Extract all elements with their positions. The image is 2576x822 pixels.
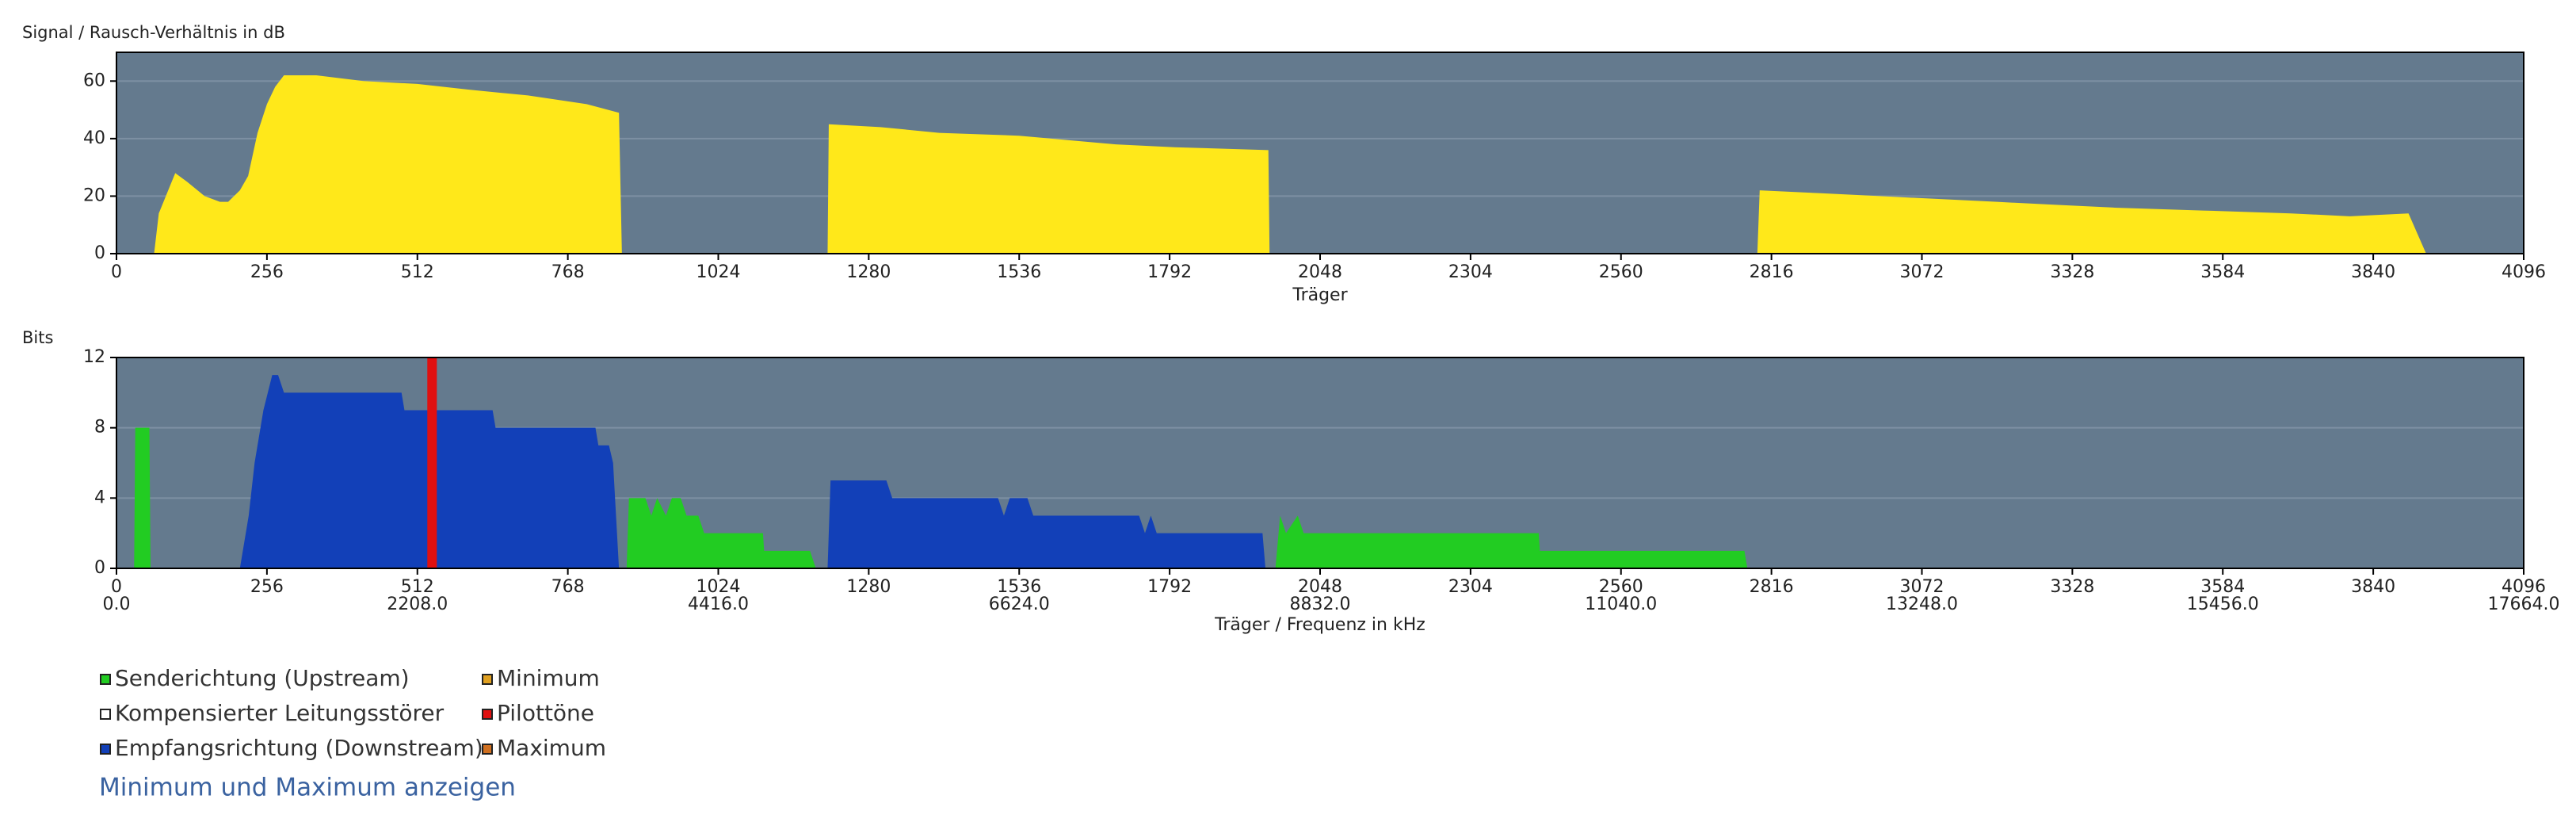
legend-label: Senderichtung (Upstream) — [115, 665, 410, 691]
legend-swatch — [482, 744, 493, 755]
x-tick-label: 1792 — [1147, 262, 1192, 282]
x-tick-label: 2816 — [1750, 577, 1794, 597]
y-tick-label: 4 — [94, 487, 105, 507]
y-tick-label: 0 — [94, 243, 105, 263]
x-tick-label: 768 — [551, 262, 585, 282]
legend-swatch — [100, 744, 111, 755]
legend-label: Maximum — [497, 735, 606, 761]
x-tick-label: 3840 — [2351, 577, 2395, 597]
y-tick-label: 0 — [94, 558, 105, 578]
legend-label: Kompensierter Leitungsstörer — [115, 700, 445, 726]
y-tick-label: 40 — [83, 128, 105, 148]
legend-swatch — [482, 674, 493, 685]
x-tick-label: 2560 — [1599, 262, 1643, 282]
x2-tick-label: 17664.0 — [2488, 595, 2560, 614]
legend-swatch — [100, 709, 111, 720]
area — [239, 375, 1266, 568]
toggle-min-max-link[interactable]: Minimum und Maximum anzeigen — [99, 774, 516, 802]
x-axis-label: Träger — [1292, 285, 1348, 305]
x-tick-label: 1280 — [846, 262, 891, 282]
x-axis-label: Träger / Frequenz in kHz — [1214, 615, 1425, 635]
x2-tick-label: 13248.0 — [1886, 595, 1958, 614]
area — [134, 427, 1748, 568]
x-tick-label: 1536 — [997, 577, 1041, 597]
x-tick-label: 2048 — [1298, 577, 1342, 597]
legend-label: Pilottöne — [497, 700, 594, 726]
x2-tick-label: 4416.0 — [688, 595, 749, 614]
x-tick-label: 256 — [250, 577, 284, 597]
y-tick-label: 60 — [83, 71, 105, 90]
chart-title: Signal / Rausch-Verhältnis in dB — [22, 23, 285, 42]
x-tick-label: 1024 — [696, 577, 741, 597]
x2-tick-label: 6624.0 — [989, 595, 1050, 614]
x2-tick-label: 0.0 — [103, 595, 131, 614]
x-tick-label: 1792 — [1147, 577, 1192, 597]
x-tick-label: 1536 — [997, 262, 1041, 282]
x-tick-label: 512 — [401, 262, 434, 282]
x-tick-label: 1024 — [696, 262, 741, 282]
x2-tick-label: 2208.0 — [387, 595, 448, 614]
x-tick-label: 768 — [551, 577, 585, 597]
legend-label: Empfangsrichtung (Downstream) — [115, 735, 483, 761]
x-tick-label: 3840 — [2351, 262, 2395, 282]
x-tick-label: 3328 — [2050, 577, 2094, 597]
legend-swatch — [100, 674, 111, 685]
x-tick-label: 2304 — [1448, 262, 1493, 282]
legend-swatch — [482, 709, 493, 720]
x-tick-label: 3072 — [1900, 262, 1944, 282]
x-tick-label: 3584 — [2200, 577, 2245, 597]
x-tick-label: 2304 — [1448, 577, 1493, 597]
pilot-bar — [427, 357, 437, 568]
x-tick-label: 2560 — [1599, 577, 1643, 597]
x-tick-label: 3328 — [2050, 262, 2094, 282]
x-tick-label: 0 — [111, 262, 122, 282]
y-tick-label: 8 — [94, 418, 105, 438]
x2-tick-label: 15456.0 — [2187, 595, 2259, 614]
x-tick-label: 4096 — [2502, 577, 2546, 597]
x-tick-label: 2816 — [1750, 262, 1794, 282]
legend-label: Minimum — [497, 665, 600, 691]
x-tick-label: 3072 — [1900, 577, 1944, 597]
y-tick-label: 12 — [83, 347, 105, 367]
x-tick-label: 4096 — [2502, 262, 2546, 282]
chart-title: Bits — [22, 328, 53, 347]
x-tick-label: 2048 — [1298, 262, 1342, 282]
x-tick-label: 0 — [111, 577, 122, 597]
area — [154, 75, 2426, 254]
x-tick-label: 512 — [401, 577, 434, 597]
x-tick-label: 1280 — [846, 577, 891, 597]
x2-tick-label: 11040.0 — [1585, 595, 1657, 614]
y-tick-label: 20 — [83, 185, 105, 205]
x2-tick-label: 8832.0 — [1290, 595, 1351, 614]
x-tick-label: 3584 — [2200, 262, 2245, 282]
x-tick-label: 256 — [250, 262, 284, 282]
